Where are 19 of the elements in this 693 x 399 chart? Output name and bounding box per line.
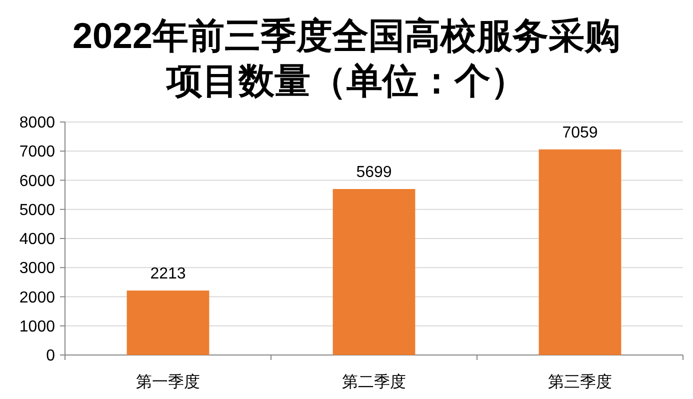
y-tick-label: 4000 [19, 231, 56, 248]
y-tick-label: 3000 [19, 260, 56, 278]
y-tick-label: 6000 [19, 172, 56, 190]
y-tick-label: 2000 [19, 289, 56, 306]
data-label: 2213 [150, 266, 186, 283]
y-tick-label: 7000 [19, 144, 56, 161]
y-tick-label: 5000 [19, 202, 56, 219]
x-tick-label: 第一季度 [136, 373, 200, 391]
y-tick-label: 8000 [19, 114, 56, 132]
chart-title: 2022年前三季度全国高校服务采购项目数量（单位：个） [72, 15, 621, 101]
bar [332, 189, 416, 355]
data-label: 5699 [356, 164, 392, 182]
bar [126, 290, 210, 355]
x-tick-label: 第二季度 [342, 373, 406, 391]
bar [538, 149, 622, 355]
x-tick-label: 第三季度 [548, 373, 612, 391]
data-label: 7059 [562, 124, 598, 142]
y-tick-label: 0 [46, 348, 56, 365]
y-tick-label: 1000 [19, 318, 56, 336]
